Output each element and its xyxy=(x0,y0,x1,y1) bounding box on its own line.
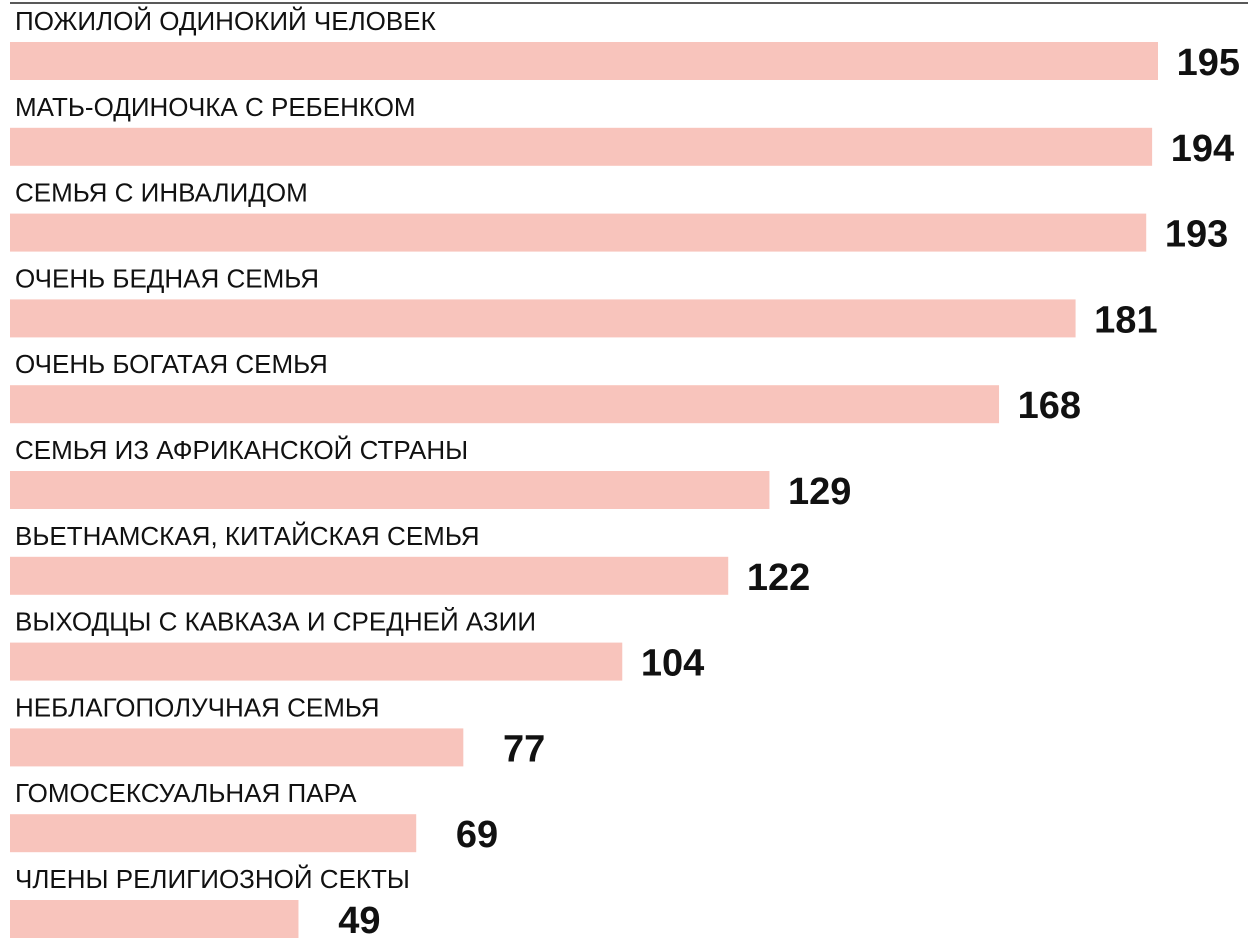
bar xyxy=(10,900,299,938)
bar xyxy=(10,42,1158,80)
category-label: ВЬЕТНАМСКАЯ, КИТАЙСКАЯ СЕМЬЯ xyxy=(15,521,479,551)
category-label: ОЧЕНЬ БЕДНАЯ СЕМЬЯ xyxy=(15,263,319,293)
category-label: НЕБЛАГОПОЛУЧНАЯ СЕМЬЯ xyxy=(15,692,380,722)
value-label: 69 xyxy=(456,814,498,856)
category-label: ВЫХОДЦЫ С КАВКАЗА И СРЕДНЕЙ АЗИИ xyxy=(15,607,536,637)
bar xyxy=(10,127,1153,166)
category-label: ГОМОСЕКСУАЛЬНАЯ ПАРА xyxy=(15,778,357,808)
value-label: 104 xyxy=(641,643,704,685)
category-label: СЕМЬЯ ИЗ АФРИКАНСКОЙ СТРАНЫ xyxy=(15,435,468,465)
category-label: ЧЛЕНЫ РЕЛИГИОЗНОЙ СЕКТЫ xyxy=(15,864,410,894)
value-label: 122 xyxy=(747,557,810,599)
bar xyxy=(10,299,1076,338)
value-label: 195 xyxy=(1177,42,1240,84)
value-label: 129 xyxy=(788,471,851,513)
bar xyxy=(10,213,1147,252)
bar xyxy=(10,471,770,509)
value-label: 181 xyxy=(1094,299,1157,341)
category-label: ПОЖИЛОЙ ОДИНОКИЙ ЧЕЛОВЕК xyxy=(15,6,436,36)
bar xyxy=(10,814,417,853)
bar xyxy=(10,728,464,767)
value-label: 193 xyxy=(1165,214,1228,256)
bar xyxy=(10,385,1000,424)
value-label: 194 xyxy=(1171,128,1234,170)
value-label: 49 xyxy=(338,900,380,938)
bar xyxy=(10,642,623,681)
value-label: 77 xyxy=(503,728,545,770)
value-label: 168 xyxy=(1018,385,1081,427)
bar xyxy=(10,556,729,595)
category-label: ОЧЕНЬ БОГАТАЯ СЕМЬЯ xyxy=(15,349,328,379)
category-label: МАТЬ-ОДИНОЧКА С РЕБЕНКОМ xyxy=(15,92,416,122)
category-label: СЕМЬЯ С ИНВАЛИДОМ xyxy=(15,178,308,208)
